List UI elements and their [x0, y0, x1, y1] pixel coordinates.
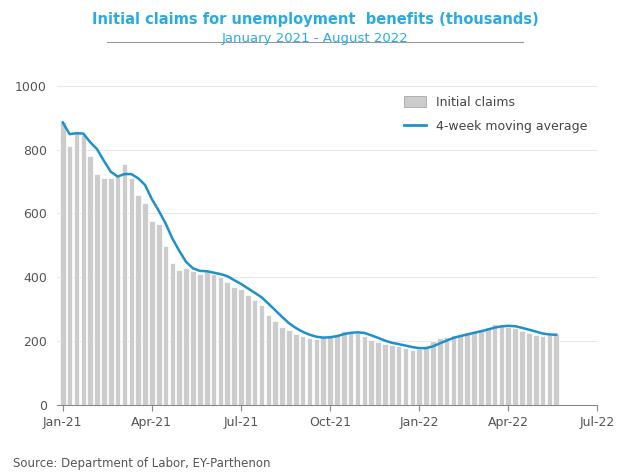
Bar: [286, 330, 292, 405]
Bar: [382, 344, 387, 405]
Bar: [307, 338, 312, 405]
Bar: [430, 341, 436, 405]
Bar: [217, 277, 223, 405]
Bar: [334, 334, 340, 405]
Bar: [341, 331, 347, 405]
Bar: [169, 263, 175, 405]
Bar: [190, 271, 196, 405]
Bar: [211, 274, 216, 405]
Bar: [88, 156, 93, 405]
Bar: [176, 270, 182, 405]
Bar: [245, 295, 251, 405]
Bar: [505, 327, 511, 405]
Bar: [485, 327, 491, 405]
Legend: Initial claims, 4-week moving average: Initial claims, 4-week moving average: [400, 93, 591, 137]
Bar: [238, 289, 244, 405]
Bar: [129, 178, 134, 405]
Bar: [60, 122, 66, 405]
Bar: [519, 331, 525, 405]
Bar: [183, 268, 189, 405]
Bar: [108, 178, 113, 405]
Bar: [224, 282, 230, 405]
Bar: [156, 224, 161, 405]
Text: Source: Department of Labor, EY-Parthenon: Source: Department of Labor, EY-Partheno…: [13, 456, 270, 470]
Bar: [204, 271, 210, 405]
Bar: [498, 326, 504, 405]
Bar: [540, 336, 546, 405]
Bar: [67, 146, 72, 405]
Bar: [266, 315, 271, 405]
Text: Initial claims for unemployment  benefits (thousands): Initial claims for unemployment benefits…: [91, 12, 539, 27]
Text: January 2021 - August 2022: January 2021 - August 2022: [222, 32, 408, 45]
Bar: [74, 131, 79, 405]
Bar: [355, 333, 360, 405]
Bar: [416, 349, 422, 405]
Bar: [300, 337, 306, 405]
Bar: [437, 338, 442, 405]
Bar: [369, 340, 374, 405]
Bar: [279, 327, 285, 405]
Bar: [492, 324, 497, 405]
Bar: [464, 332, 470, 405]
Bar: [444, 337, 449, 405]
Bar: [348, 332, 353, 405]
Bar: [450, 335, 456, 405]
Bar: [293, 334, 299, 405]
Bar: [259, 305, 265, 405]
Bar: [135, 195, 141, 405]
Bar: [197, 274, 203, 405]
Bar: [252, 300, 258, 405]
Bar: [533, 335, 539, 405]
Bar: [403, 348, 408, 405]
Bar: [362, 336, 367, 405]
Bar: [231, 287, 237, 405]
Bar: [94, 174, 100, 405]
Bar: [122, 164, 127, 405]
Bar: [423, 346, 429, 405]
Bar: [410, 350, 415, 405]
Bar: [457, 334, 463, 405]
Bar: [512, 328, 518, 405]
Bar: [553, 334, 559, 405]
Bar: [149, 221, 155, 405]
Bar: [321, 337, 326, 405]
Bar: [163, 246, 168, 405]
Bar: [115, 176, 120, 405]
Bar: [375, 342, 381, 405]
Bar: [471, 331, 477, 405]
Bar: [389, 345, 394, 405]
Bar: [101, 178, 106, 405]
Bar: [81, 135, 86, 405]
Bar: [396, 346, 401, 405]
Bar: [327, 335, 333, 405]
Bar: [547, 335, 553, 405]
Bar: [142, 202, 148, 405]
Bar: [526, 333, 532, 405]
Bar: [272, 321, 278, 405]
Bar: [314, 338, 319, 405]
Bar: [478, 329, 484, 405]
